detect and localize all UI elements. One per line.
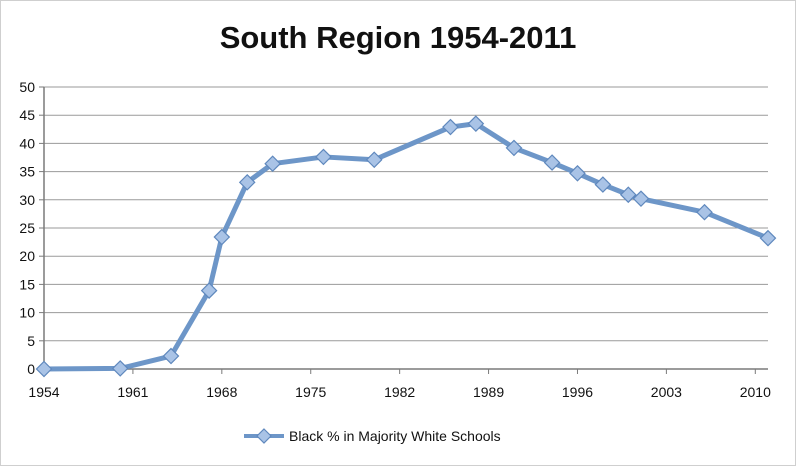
data-point-marker [213, 228, 231, 246]
data-point-marker [759, 229, 777, 247]
x-tick-label: 1989 [473, 384, 504, 400]
data-point-marker [442, 118, 459, 136]
y-tick-label: 50 [19, 79, 35, 95]
y-tick-label: 30 [19, 192, 35, 208]
data-point-marker [467, 115, 485, 133]
y-tick-label: 10 [19, 305, 35, 321]
data-point-marker [632, 190, 650, 208]
y-tick-label: 20 [19, 248, 35, 264]
legend: Black % in Majority White Schools [244, 428, 501, 444]
y-tick-label: 5 [27, 333, 35, 349]
x-tick-label: 1982 [384, 384, 415, 400]
series-line [41, 121, 771, 372]
x-tick-label: 1968 [206, 384, 237, 400]
y-tick-label: 40 [19, 135, 35, 151]
data-point-marker [543, 154, 561, 171]
y-tick-label: 0 [27, 361, 35, 377]
y-tick-label: 35 [19, 164, 35, 180]
x-tick-label: 1975 [295, 384, 326, 400]
data-point-marker [365, 151, 383, 169]
x-tick-label: 1954 [28, 384, 59, 400]
chart-title: South Region 1954-2011 [219, 20, 577, 55]
data-point-marker [238, 173, 256, 191]
series-layer [35, 115, 777, 378]
data-point-marker [200, 282, 218, 299]
data-point-marker [111, 360, 129, 377]
data-point-marker [696, 203, 713, 221]
x-tick-label: 1961 [117, 384, 148, 400]
x-tick-label: 2003 [651, 384, 682, 400]
data-point-marker [619, 186, 637, 204]
legend-marker-icon [256, 428, 272, 444]
data-point-marker [264, 155, 281, 173]
y-tick-label: 45 [19, 107, 35, 123]
y-tick-label: 15 [19, 276, 35, 292]
data-point-marker [505, 139, 523, 157]
x-axis-ticks: 1954 1961 1968 1975 1982 1989 1996 2003 2010 [28, 369, 771, 400]
data-point-marker [594, 176, 612, 193]
data-point-marker [35, 360, 53, 378]
x-tick-label: 1996 [562, 384, 593, 400]
data-point-marker [162, 347, 180, 365]
data-point-marker [315, 148, 332, 166]
legend-label: Black % in Majority White Schools [289, 428, 501, 444]
y-tick-label: 25 [19, 220, 35, 236]
data-point-marker [569, 164, 586, 182]
gridlines [44, 86, 768, 342]
y-axis-ticks: 0 5 10 15 20 25 30 35 40 45 50 [19, 79, 44, 377]
x-tick-label: 2010 [740, 384, 771, 400]
